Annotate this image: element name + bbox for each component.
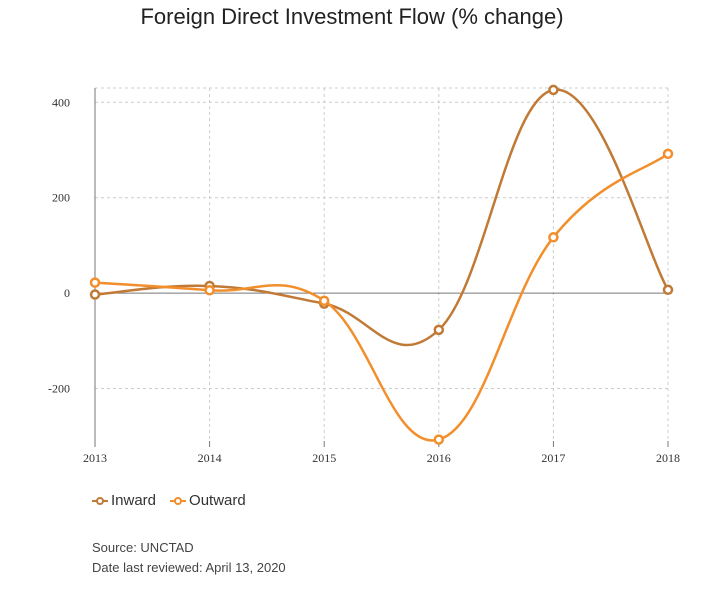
chart-footer: Source: UNCTAD Date last reviewed: April… (92, 538, 286, 578)
review-date-note: Date last reviewed: April 13, 2020 (92, 560, 286, 575)
inward-line-marker-icon (92, 496, 108, 505)
data-point-outward-2015[interactable] (318, 295, 330, 307)
data-point-outward-2017[interactable] (548, 232, 559, 243)
series (89, 84, 674, 445)
legend-label-inward: Inward (111, 492, 157, 509)
axes (94, 88, 669, 447)
data-point-inward-2018[interactable] (662, 284, 674, 296)
series-line-inward (94, 88, 670, 347)
data-point-inward-2016[interactable] (433, 324, 445, 336)
data-point-outward-2016[interactable] (433, 434, 445, 445)
y-tick-label: -200 (48, 382, 70, 396)
y-tick-label: 400 (52, 95, 70, 109)
data-point-outward-2014[interactable] (204, 285, 215, 296)
chart-title: Foreign Direct Investment Flow (% change… (140, 4, 564, 29)
x-tick-label: 2013 (83, 451, 107, 465)
legend: Inward Outward (92, 492, 246, 509)
x-tick-label: 2014 (198, 451, 222, 465)
x-tick-label: 2017 (541, 451, 565, 465)
data-point-inward-2013[interactable] (89, 289, 101, 300)
tick-labels: 400 200 0 -200 2013 2014 2015 2016 2017 2018 (48, 95, 680, 465)
x-tick-label: 2015 (312, 451, 336, 465)
data-point-outward-2018[interactable] (662, 148, 674, 160)
legend-item-outward[interactable]: Outward (170, 492, 246, 509)
x-tick-label: 2018 (656, 451, 680, 465)
line-chart: 400 200 0 -200 2013 2014 2015 2016 2017 2018 (48, 84, 680, 465)
series-line-outward (94, 152, 669, 442)
legend-item-inward[interactable]: Inward (92, 492, 156, 509)
grid (95, 87, 669, 441)
x-tick-label: 2016 (427, 451, 451, 465)
data-point-inward-2017[interactable] (548, 84, 559, 96)
outward-line-marker-icon (170, 496, 187, 505)
data-point-outward-2013[interactable] (89, 277, 101, 288)
legend-label-outward: Outward (189, 492, 246, 509)
y-tick-label: 200 (52, 191, 70, 205)
source-note: Source: UNCTAD (92, 540, 194, 555)
y-tick-label: 0 (64, 286, 70, 300)
